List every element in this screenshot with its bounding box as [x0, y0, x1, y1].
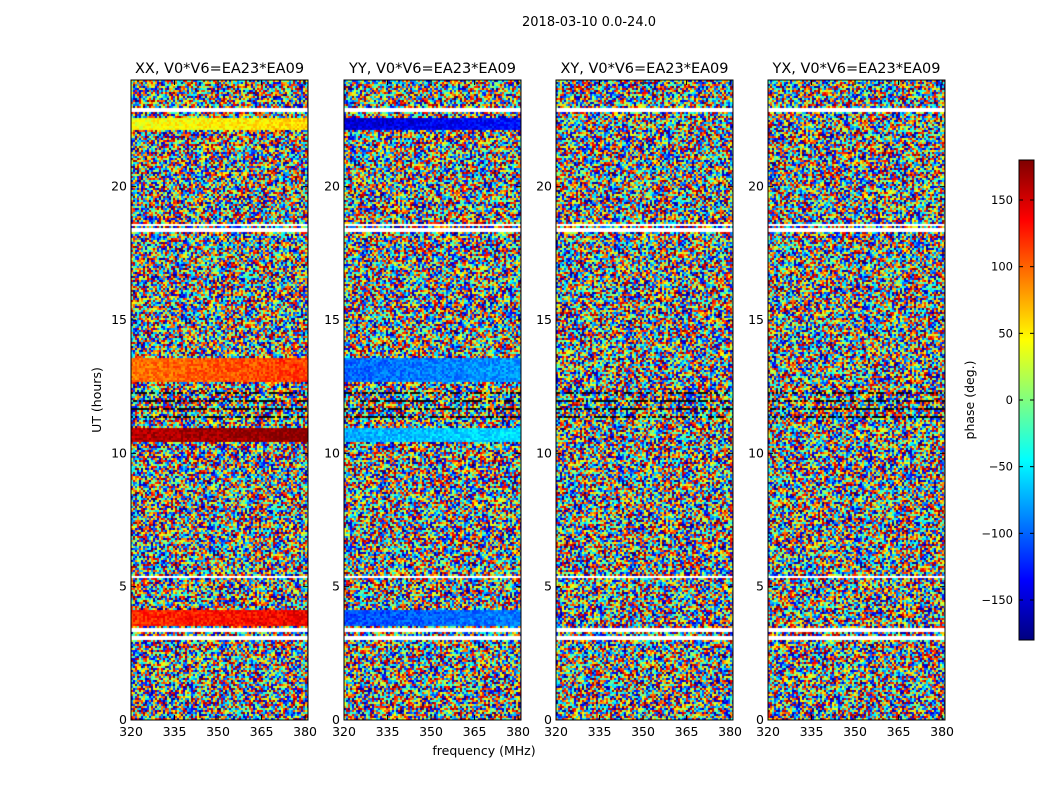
x-tick-label: 335 — [588, 724, 612, 739]
panel-frame — [767, 79, 946, 721]
y-tick-label: 15 — [748, 312, 764, 327]
colorbar-ticks: 150 100 50 0 −50 −100 −150 — [981, 193, 1034, 607]
y-tick-label: 10 — [111, 445, 127, 460]
y-tick-label: 20 — [748, 179, 764, 194]
panel-title: XX, V0*V6=EA23*EA09 — [135, 61, 304, 77]
y-axis-label: UT (hours) — [89, 367, 104, 433]
panel-4: YX, V0*V6=EA23*EA09 320 335 350 365 380 0 5 10 15… — [748, 61, 954, 739]
panel-1: XX, V0*V6=EA23*EA09 320 335 350 365 380 0 5 10 15… — [111, 61, 317, 739]
y-tick-label: 15 — [536, 312, 552, 327]
y-tick-label: 15 — [111, 312, 127, 327]
panel-title: YY, V0*V6=EA23*EA09 — [348, 61, 516, 77]
colorbar-tick-label: 150 — [991, 193, 1013, 207]
x-tick-label: 380 — [718, 724, 742, 739]
x-tick-label: 350 — [419, 724, 443, 739]
panel-frame — [555, 79, 734, 721]
x-tick-label: 320 — [119, 724, 143, 739]
y-tick-label: 0 — [119, 712, 127, 727]
colorbar: 150 100 50 0 −50 −100 −150 phase (deg.) — [962, 159, 1035, 641]
panel-frame — [343, 79, 522, 721]
y-tick-label: 5 — [332, 579, 340, 594]
figure-title: 2018-03-10 0.0-24.0 — [522, 15, 656, 30]
y-tick-label: 10 — [748, 445, 764, 460]
y-tick-label: 0 — [544, 712, 552, 727]
x-tick-label: 365 — [675, 724, 699, 739]
y-tick-label: 0 — [332, 712, 340, 727]
y-tick-label: 20 — [111, 179, 127, 194]
x-tick-label: 350 — [631, 724, 655, 739]
colorbar-tick-label: 50 — [998, 326, 1013, 340]
x-tick-label: 320 — [756, 724, 780, 739]
x-tick-label: 365 — [887, 724, 911, 739]
x-tick-label: 335 — [800, 724, 824, 739]
colorbar-tick-label: 0 — [1006, 393, 1013, 407]
y-tick-label: 5 — [756, 579, 764, 594]
heatmap-panel-3 — [556, 80, 733, 720]
x-tick-label: 380 — [506, 724, 530, 739]
x-tick-label: 350 — [843, 724, 867, 739]
colorbar-tick-label: 100 — [991, 260, 1013, 274]
x-tick-label: 320 — [332, 724, 356, 739]
colorbar-tick-label: −100 — [981, 526, 1013, 540]
panel-frame — [130, 79, 309, 721]
colorbar-label: phase (deg.) — [962, 361, 977, 440]
y-tick-label: 0 — [756, 712, 764, 727]
y-tick-label: 10 — [536, 445, 552, 460]
colorbar-tick-label: −50 — [989, 460, 1013, 474]
x-tick-label: 365 — [250, 724, 274, 739]
heatmap-panel-2 — [344, 80, 521, 720]
panel-3: XY, V0*V6=EA23*EA09 320 335 350 365 380 0 5 10 15… — [536, 61, 742, 739]
x-tick-label: 380 — [293, 724, 317, 739]
colorbar-tick-label: −150 — [981, 593, 1013, 607]
x-tick-label: 350 — [206, 724, 230, 739]
y-tick-label: 10 — [324, 445, 340, 460]
y-tick-label: 15 — [324, 312, 340, 327]
y-tick-label: 5 — [119, 579, 127, 594]
x-tick-label: 335 — [376, 724, 400, 739]
heatmap-panel-1 — [131, 80, 308, 720]
y-tick-label: 20 — [536, 179, 552, 194]
x-tick-label: 320 — [544, 724, 568, 739]
x-tick-label: 380 — [930, 724, 954, 739]
panel-title: XY, V0*V6=EA23*EA09 — [560, 61, 728, 77]
x-tick-label: 365 — [463, 724, 487, 739]
x-axis-label: frequency (MHz) — [432, 743, 535, 758]
panel-2: YY, V0*V6=EA23*EA09 320 335 350 365 380 0 5 10 15… — [324, 61, 530, 739]
x-tick-label: 335 — [163, 724, 187, 739]
panels-group: XX, V0*V6=EA23*EA09 320 335 350 365 380 0 5 10 15… — [111, 61, 954, 739]
panel-title: YX, V0*V6=EA23*EA09 — [771, 61, 940, 77]
y-tick-label: 5 — [544, 579, 552, 594]
heatmap-panel-4 — [768, 80, 945, 720]
y-tick-label: 20 — [324, 179, 340, 194]
